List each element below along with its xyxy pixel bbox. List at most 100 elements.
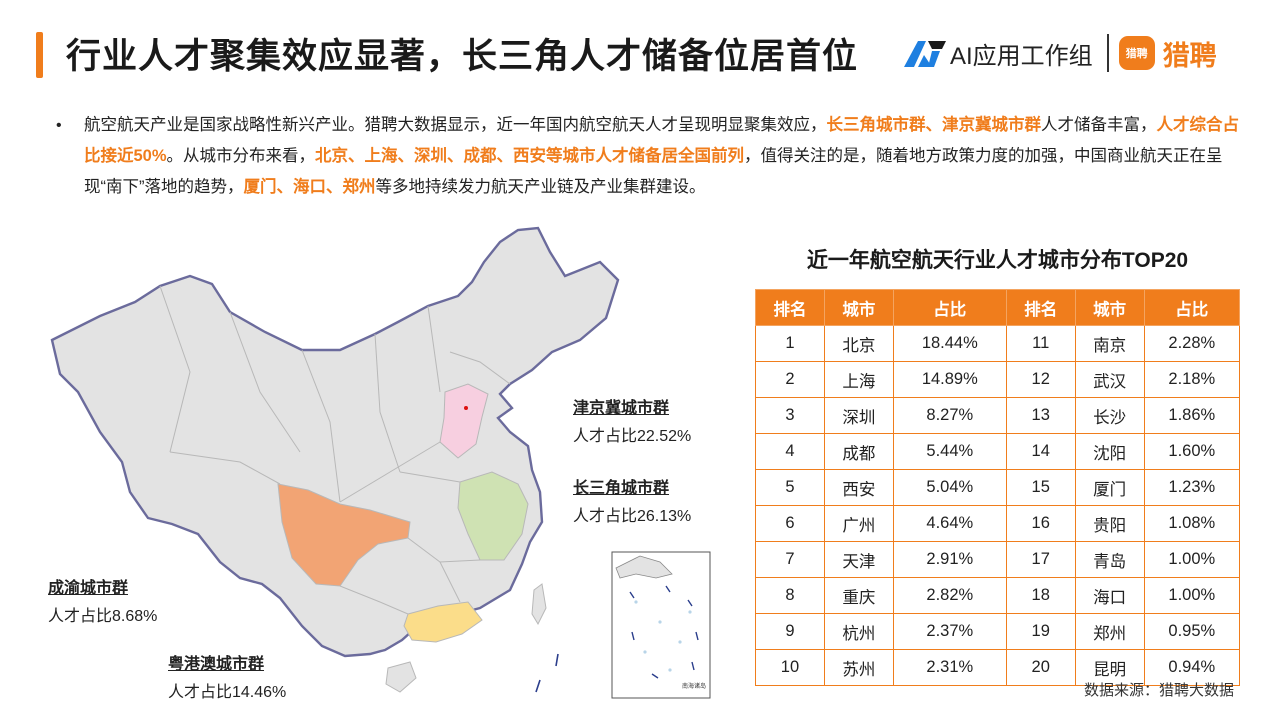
table-cell: 0.95%: [1143, 613, 1241, 650]
table-cell: 2.31%: [892, 649, 1007, 686]
table-header-cell: 城市: [1074, 289, 1145, 326]
table-cell: 2.18%: [1143, 361, 1241, 398]
label-jingjinji-value: 人才占比22.52%: [573, 428, 692, 445]
table-row: 6 广州 4.64% 16 贵阳 1.08%: [755, 505, 1241, 542]
table-cell: 西安: [823, 469, 894, 506]
table-cell: 14.89%: [892, 361, 1007, 398]
table-cell: 14: [1005, 433, 1076, 470]
table-cell: 1.00%: [1143, 577, 1241, 614]
hainan-island: [385, 661, 417, 693]
table-header-cell: 占比: [1143, 289, 1241, 326]
highlight-clusters: 长三角城市群、津京冀城市群: [826, 116, 1042, 134]
table-cell: 15: [1005, 469, 1076, 506]
table-cell: 2.37%: [892, 613, 1007, 650]
table-cell: 1.86%: [1143, 397, 1241, 434]
table-cell: 5: [755, 469, 825, 506]
table-cell: 4.64%: [892, 505, 1007, 542]
highlight-cities: 北京、上海、深圳、成都、西安等城市人才储备居全国前列: [315, 147, 745, 165]
table-cell: 武汉: [1074, 361, 1145, 398]
intro-text-4: ，值得关注的是，随着地方政策力度的加强，中国商业航天正在呈现“南下”落地的趋势，: [84, 147, 1223, 196]
highlight-share: 人才综合占比接近50%: [84, 116, 1239, 165]
table-cell: 天津: [823, 541, 894, 578]
label-jingjinji-name: 津京冀城市群: [573, 400, 670, 417]
province-border-line: [374, 333, 401, 473]
chengyu-region: [277, 483, 411, 587]
label-chengyu: 成渝城市群 人才占比8.68%: [48, 574, 157, 626]
beijing-marker: [464, 406, 468, 410]
table-cell: 6: [755, 505, 825, 542]
table-cell: 9: [755, 613, 825, 650]
table-header-cell: 排名: [755, 289, 825, 326]
city-ranking-table: 排名 城市 占比 排名 城市 占比 1 北京 18.44% 11 南京 2.28% 2 上海 14.89%…: [755, 289, 1241, 686]
ai-logo-icon: [904, 41, 946, 67]
label-yangtze-delta: 长三角城市群 人才占比26.13%: [573, 474, 691, 526]
province-border-line: [301, 349, 341, 503]
table-row: 10 苏州 2.31% 20 昆明 0.94%: [755, 649, 1241, 686]
brand-logos: AI应用工作组 猎聘 猎聘: [902, 30, 1217, 76]
table-cell: 成都: [823, 433, 894, 470]
china-map: 南海诸岛: [50, 226, 711, 699]
table-body: 1 北京 18.44% 11 南京 2.28% 2 上海 14.89% 12 武汉 2.18% 3 深圳 8…: [755, 325, 1241, 686]
table-row: 3 深圳 8.27% 13 长沙 1.86%: [755, 397, 1241, 434]
table-cell: 青岛: [1074, 541, 1145, 578]
table-cell: 1.08%: [1143, 505, 1241, 542]
table-title: 近一年航空航天行业人才城市分布TOP20: [806, 249, 1189, 272]
yangtze-delta-region: [457, 471, 529, 561]
table-row: 5 西安 5.04% 15 厦门 1.23%: [755, 469, 1241, 506]
table-cell: 2.28%: [1143, 325, 1241, 362]
table-cell: 16: [1005, 505, 1076, 542]
table-cell: 郑州: [1074, 613, 1145, 650]
table-cell: 广州: [823, 505, 894, 542]
label-yangtze-delta-name: 长三角城市群: [573, 480, 670, 497]
table-cell: 4: [755, 433, 825, 470]
table-cell: 沈阳: [1074, 433, 1145, 470]
province-border-line: [399, 471, 461, 483]
intro-text-5: 等多地持续发力航天产业链及产业集群建设。: [375, 178, 706, 196]
table-cell: 杭州: [823, 613, 894, 650]
page-title: 行业人才聚集效应显著，长三角人才储备位居首位: [66, 37, 859, 76]
table-cell: 13: [1005, 397, 1076, 434]
table-cell: 5.04%: [892, 469, 1007, 506]
intro-text: 航空航天产业是国家战略性新兴产业。猎聘大数据显示，近一年国内航空航天人才呈现明显…: [84, 110, 1246, 203]
table-cell: 1: [755, 325, 825, 362]
brand-ai-text: AI应用工作组: [950, 42, 1093, 70]
table-header-cell: 占比: [892, 289, 1007, 326]
table-cell: 10: [755, 649, 825, 686]
table-cell: 北京: [823, 325, 894, 362]
label-greater-bay: 粤港澳城市群 人才占比14.46%: [168, 650, 286, 702]
table-row: 4 成都 5.44% 14 沈阳 1.60%: [755, 433, 1241, 470]
table-cell: 0.94%: [1143, 649, 1241, 686]
table-cell: 2: [755, 361, 825, 398]
table-cell: 厦门: [1074, 469, 1145, 506]
table-cell: 18: [1005, 577, 1076, 614]
table-cell: 18.44%: [892, 325, 1007, 362]
table-row: 1 北京 18.44% 11 南京 2.28%: [755, 325, 1241, 362]
table-row: 2 上海 14.89% 12 武汉 2.18%: [755, 361, 1241, 398]
intro-paragraph: • 航空航天产业是国家战略性新兴产业。猎聘大数据显示，近一年国内航空航天人才呈现…: [56, 110, 1246, 203]
label-chengyu-value: 人才占比8.68%: [48, 608, 158, 625]
table-cell: 1.00%: [1143, 541, 1241, 578]
table-cell: 重庆: [823, 577, 894, 614]
table-row: 9 杭州 2.37% 19 郑州 0.95%: [755, 613, 1241, 650]
svg-text:南海诸岛: 南海诸岛: [682, 682, 706, 690]
table-cell: 海口: [1074, 577, 1145, 614]
table-cell: 8.27%: [892, 397, 1007, 434]
table-header-row: 排名 城市 占比 排名 城市 占比: [755, 289, 1241, 326]
liepin-logo-icon: 猎聘: [1118, 36, 1155, 70]
brand-divider: [1106, 34, 1109, 72]
south-china-sea-inset: 南海诸岛: [611, 551, 711, 699]
province-border-line: [339, 585, 409, 615]
table-cell: 2.91%: [892, 541, 1007, 578]
table-cell: 昆明: [1074, 649, 1145, 686]
province-border-line: [339, 441, 441, 503]
table-row: 8 重庆 2.82% 18 海口 1.00%: [755, 577, 1241, 614]
table-cell: 5.44%: [892, 433, 1007, 470]
bullet-dot: •: [56, 117, 62, 134]
province-border-line: [449, 351, 511, 385]
label-greater-bay-value: 人才占比14.46%: [168, 684, 287, 701]
table-cell: 贵阳: [1074, 505, 1145, 542]
province-border-line: [159, 285, 191, 453]
data-source: 数据来源：猎聘大数据: [1083, 682, 1234, 699]
label-chengyu-name: 成渝城市群: [48, 580, 129, 597]
table-cell: 8: [755, 577, 825, 614]
